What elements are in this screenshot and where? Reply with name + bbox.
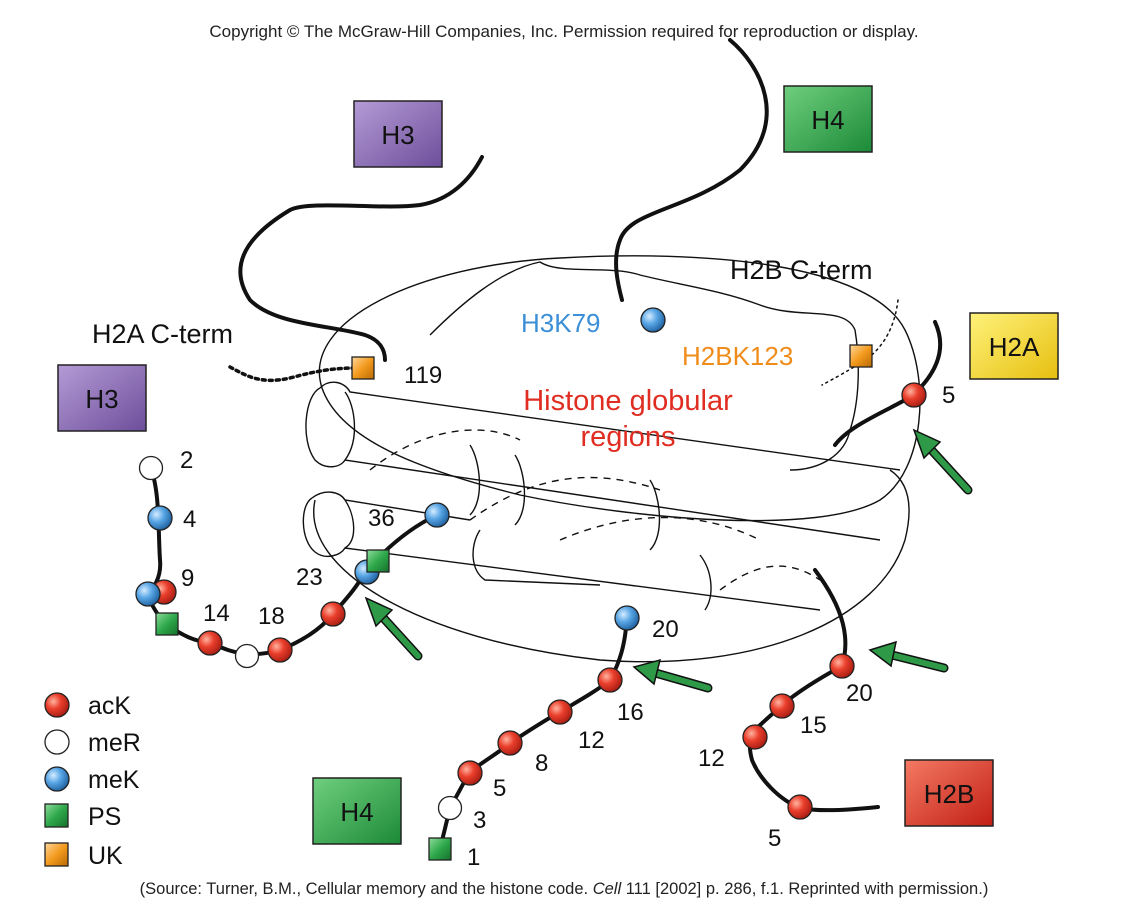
legend-item-mer: meR [44, 729, 141, 757]
mek-marker [135, 581, 161, 607]
legend-item-mek: meK [44, 766, 140, 794]
mer-marker [138, 455, 164, 481]
mek-marker [147, 505, 173, 531]
ps-marker [428, 837, 452, 861]
h3-top-box: H3 [353, 100, 443, 168]
histone-boxes: H3 H4 H2A H3 H4 H2B [57, 85, 1059, 845]
green-arrows [364, 428, 973, 693]
h2b-cterm-label: H2B C-term [730, 255, 873, 285]
legend-label: meR [88, 729, 141, 757]
residue-number: 20 [652, 616, 679, 643]
residue-number: 15 [800, 712, 827, 739]
legend-label: meK [88, 766, 140, 794]
h3-left-box: H3 [57, 364, 147, 432]
h2a-box-label: H2A [989, 332, 1040, 362]
ack-marker [901, 382, 927, 408]
residue-number: 1 [467, 844, 480, 871]
h2a-cterm-label: H2A C-term [92, 319, 233, 349]
residue-number: 5 [768, 825, 781, 852]
residue-number: 20 [846, 680, 873, 707]
h3-top-box-label: H3 [381, 120, 414, 150]
mer-marker [234, 643, 260, 669]
arrow-icon [868, 640, 949, 673]
residue-number: 8 [535, 750, 548, 777]
residue-number: 36 [368, 505, 395, 532]
globular-regions-label-line1: Histone globular [523, 385, 733, 417]
ack-marker [597, 667, 623, 693]
ack-marker [829, 653, 855, 679]
h2b-residue-numbers: 5 12 15 20 [698, 680, 873, 852]
legend-label: UK [88, 842, 123, 870]
h4-top-tail [614, 38, 769, 302]
source-suffix: 111 [2002] p. 286, f.1. Reprinted with p… [621, 880, 988, 898]
h3-residue-numbers: 2 4 9 14 18 23 36 [180, 447, 395, 630]
residue-number: 14 [203, 600, 230, 627]
residue-number: 5 [493, 775, 506, 802]
residue-number: 4 [183, 506, 196, 533]
arrow-icon [364, 596, 423, 661]
modification-markers [135, 307, 927, 861]
h2a-box: H2A [969, 312, 1059, 380]
legend-item-ack: acK [44, 692, 131, 720]
mek-marker [614, 605, 640, 631]
copyright-notice: Copyright © The McGraw-Hill Companies, I… [209, 22, 918, 41]
ack-marker [457, 760, 483, 786]
residue-number: 3 [473, 807, 486, 834]
h4-bottom-box: H4 [312, 777, 402, 845]
source-journal: Cell [593, 880, 623, 898]
ps-marker [366, 549, 390, 573]
legend: acK meR meK PS UK [44, 692, 141, 870]
arrow-icon [632, 658, 713, 693]
legend-item-uk: UK [44, 842, 123, 870]
h4-top-box: H4 [783, 85, 873, 153]
source-citation: (Source: Turner, B.M., Cellular memory a… [140, 880, 989, 898]
residue-number: 5 [942, 382, 955, 409]
h2b-box: H2B [904, 759, 994, 827]
residue-number: 2 [180, 447, 193, 474]
h2a-cterm-tail [228, 365, 360, 383]
ack-marker [547, 699, 573, 725]
uk-marker-119 [351, 356, 375, 380]
legend-item-ps: PS [44, 803, 121, 831]
uk-marker-h2bk123 [849, 344, 873, 368]
ack-marker [742, 724, 768, 750]
arrow-icon [912, 428, 973, 495]
residue-number: 23 [296, 564, 323, 591]
mek-marker [424, 502, 450, 528]
residue-number: 18 [258, 603, 285, 630]
h2bk123-label: H2BK123 [682, 341, 793, 371]
h3-top-tail [238, 155, 484, 362]
legend-label: PS [88, 803, 121, 831]
ack-marker [197, 630, 223, 656]
h3-left-box-label: H3 [85, 384, 118, 414]
ack-marker [787, 794, 813, 820]
ps-marker [155, 612, 179, 636]
legend-label: acK [88, 692, 131, 720]
residue-number: 9 [181, 565, 194, 592]
ack-marker [497, 730, 523, 756]
globular-regions-label-line2: regions [580, 421, 675, 453]
nucleosome-core [302, 255, 921, 663]
ack-marker [769, 693, 795, 719]
h4-bottom-box-label: H4 [340, 797, 373, 827]
residue-number: 16 [617, 699, 644, 726]
h4-top-box-label: H4 [811, 105, 844, 135]
residue-number: 12 [578, 727, 605, 754]
residue-number: 12 [698, 745, 725, 772]
source-prefix: (Source: Turner, B.M., Cellular memory a… [140, 880, 593, 898]
ack-marker [320, 601, 346, 627]
h4-residue-numbers: 1 3 5 8 12 16 20 [467, 616, 679, 871]
h3k79-label: H3K79 [521, 308, 601, 338]
mek-marker-h3k79 [640, 307, 666, 333]
residue-119-label: 119 [404, 362, 442, 389]
h2b-box-label: H2B [924, 779, 975, 809]
ack-marker [267, 637, 293, 663]
mer-marker [437, 795, 463, 821]
